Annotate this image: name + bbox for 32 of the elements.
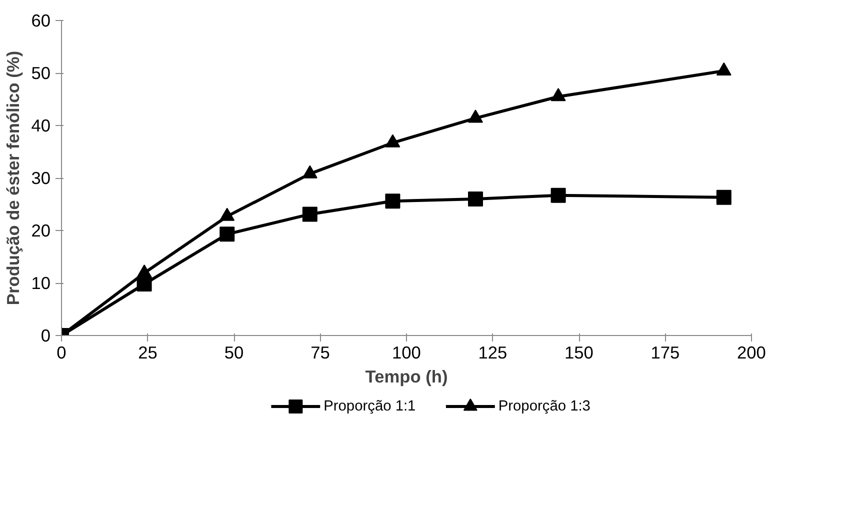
y-tick-label: 20 (31, 220, 51, 240)
point (468, 110, 483, 123)
x-tick-label: 150 (564, 342, 594, 362)
point (468, 192, 483, 206)
x-axis-title: Tempo (h) (365, 366, 448, 386)
point (716, 190, 732, 205)
x-tick-label: 100 (392, 342, 421, 362)
x-tick-label: 75 (310, 342, 330, 362)
x-tick-label: 25 (138, 342, 158, 362)
y-tick-label: 60 (31, 10, 51, 30)
y-tick-label: 30 (31, 168, 51, 188)
x-tick-label: 50 (224, 342, 244, 362)
point (716, 62, 732, 76)
point (136, 276, 152, 292)
x-tick-label: 200 (737, 342, 766, 362)
x-tick-label: 125 (478, 342, 508, 362)
point (550, 88, 566, 102)
legend-label: Proporção 1:1 (324, 398, 416, 414)
point (550, 188, 566, 203)
legend-label: Proporção 1:3 (498, 398, 590, 414)
point (220, 226, 235, 242)
point (385, 194, 400, 209)
point (302, 165, 318, 178)
x-tick-label: 0 (56, 342, 66, 362)
point (385, 134, 400, 148)
y-tick-label: 40 (31, 116, 51, 136)
y-tick-label: 0 (40, 326, 51, 346)
x-tick-label: 175 (650, 342, 680, 362)
y-tick-label: 10 (31, 273, 51, 293)
y-axis-title: Produção de éster fenólico (%) (3, 50, 24, 306)
point (302, 206, 318, 222)
y-tick-label: 50 (31, 63, 51, 83)
